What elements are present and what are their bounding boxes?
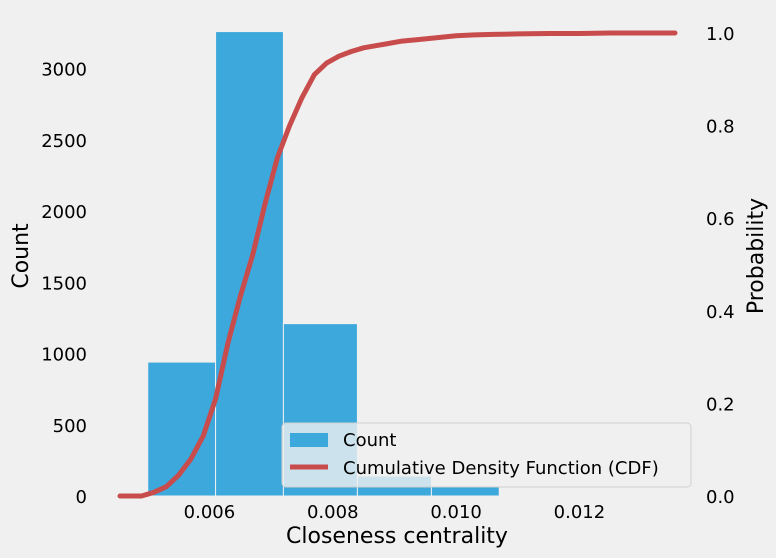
x-axis-label: Closeness centrality bbox=[286, 524, 508, 549]
y2-tick-label: 0.6 bbox=[706, 209, 735, 230]
y2-tick-label: 1.0 bbox=[706, 24, 735, 45]
y2-axis-label: Probability bbox=[744, 198, 769, 314]
y-tick-label: 500 bbox=[53, 416, 87, 437]
y-tick-label: 2500 bbox=[41, 131, 87, 152]
legend: Count Cumulative Density Function (CDF) bbox=[281, 422, 692, 488]
y2-axis-ticks: 0.0 0.2 0.4 0.6 0.8 1.0 bbox=[706, 24, 735, 508]
x-tick-label: 0.008 bbox=[307, 502, 359, 523]
y-tick-label: 3000 bbox=[41, 60, 87, 81]
x-tick-label: 0.012 bbox=[554, 502, 606, 523]
x-tick-label: 0.006 bbox=[184, 502, 236, 523]
y-tick-label: 1500 bbox=[41, 273, 87, 294]
legend-box bbox=[281, 422, 692, 488]
x-tick-label: 0.010 bbox=[430, 502, 482, 523]
legend-label-cdf: Cumulative Density Function (CDF) bbox=[343, 458, 659, 479]
y2-tick-label: 0.4 bbox=[706, 302, 735, 323]
legend-swatch-count bbox=[290, 433, 328, 447]
y-tick-label: 1000 bbox=[41, 345, 87, 366]
y-tick-label: 2000 bbox=[41, 202, 87, 223]
histogram-bar-4 bbox=[430, 486, 500, 497]
y2-tick-label: 0.8 bbox=[706, 117, 735, 138]
y-axis-ticks: 0 500 1000 1500 2000 2500 3000 bbox=[41, 60, 87, 508]
y2-tick-label: 0.2 bbox=[706, 394, 735, 415]
legend-label-count: Count bbox=[343, 430, 396, 451]
x-axis-ticks: 0.006 0.008 0.010 0.012 bbox=[184, 502, 606, 523]
cdf-series-line bbox=[117, 30, 678, 499]
y-tick-label: 0 bbox=[76, 487, 87, 508]
y-axis-label: Count bbox=[9, 223, 34, 289]
y2-tick-label: 0.0 bbox=[706, 487, 735, 508]
